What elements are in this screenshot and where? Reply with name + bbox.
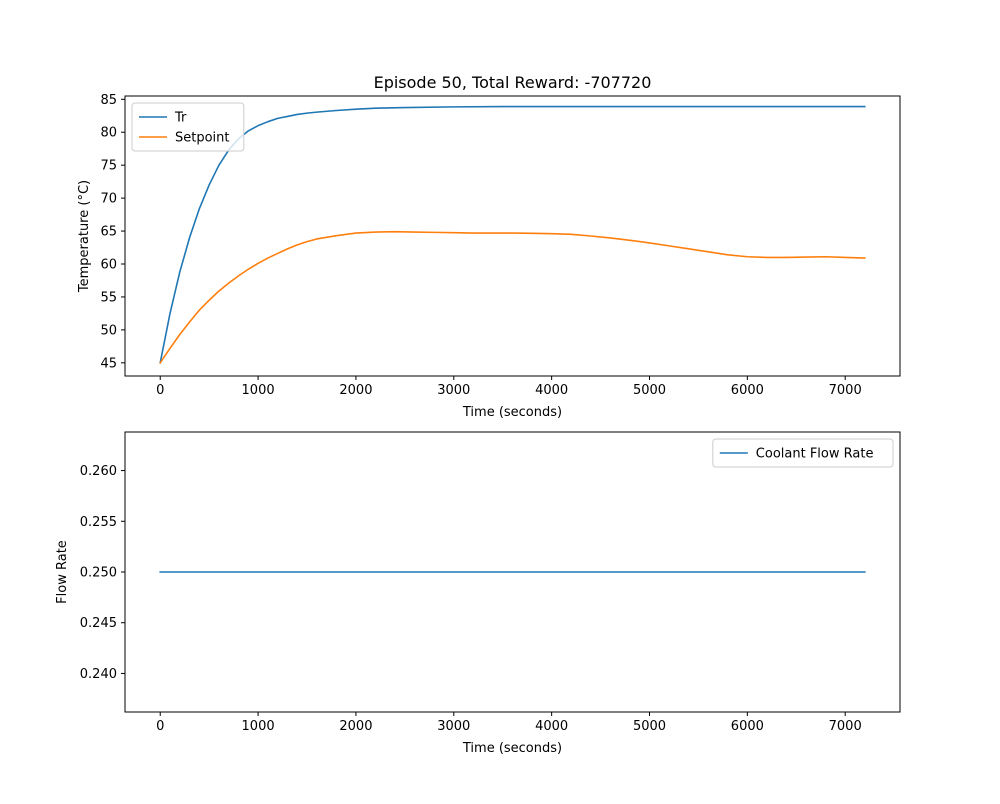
- series-line-setpoint: [159, 230, 866, 364]
- x-tick-label: 7000: [829, 719, 862, 734]
- y-tick-label: 45: [100, 356, 117, 371]
- y-tick-label: 60: [100, 258, 117, 273]
- y-tick-label: 85: [100, 93, 117, 108]
- x-tick-label: 4000: [535, 383, 568, 398]
- x-tick-label: 5000: [633, 719, 666, 734]
- x-tick-label: 3000: [437, 719, 470, 734]
- legend-box: [131, 102, 245, 152]
- x-tick-label: 2000: [339, 383, 372, 398]
- y-tick-label: 0.245: [80, 616, 117, 631]
- x-tick-label: 2000: [339, 719, 372, 734]
- x-tick-label: 6000: [731, 383, 764, 398]
- y-tick-label: 55: [100, 290, 117, 305]
- x-tick-label: 0: [156, 719, 164, 734]
- y-tick-label: 65: [100, 225, 117, 240]
- series-line-tr: [159, 105, 866, 364]
- y-tick-label: 0.255: [80, 515, 117, 530]
- x-tick-label: 5000: [633, 383, 666, 398]
- y-tick-label: 80: [100, 126, 117, 141]
- y-tick-label: 50: [100, 323, 117, 338]
- legend-label-coolant-flow-rate: Coolant Flow Rate: [756, 447, 874, 462]
- legend-box: [712, 438, 894, 468]
- x-tick-label: 4000: [535, 719, 568, 734]
- chart-panel-2: 0 1000 2000 3000 4000 5000 6000 7000 0.240 0.245 0…: [55, 431, 901, 756]
- x-axis-label: Time (seconds): [462, 741, 562, 756]
- legend: Coolant Flow Rate: [712, 438, 894, 468]
- y-tick-label: 0.250: [80, 566, 117, 581]
- legend-label-setpoint: Setpoint: [175, 131, 230, 146]
- y-tick-label: 0.260: [80, 464, 117, 479]
- x-axis-label: Time (seconds): [462, 405, 562, 420]
- x-tick-label: 3000: [437, 383, 470, 398]
- legend-label-tr: Tr: [174, 111, 187, 126]
- legend: Tr Setpoint: [131, 102, 245, 152]
- y-tick-label: 70: [100, 192, 117, 207]
- chart-title: Episode 50, Total Reward: -707720: [374, 73, 652, 92]
- axes-frame: [124, 95, 901, 377]
- x-tick-label: 0: [156, 383, 164, 398]
- x-tick-label: 7000: [829, 383, 862, 398]
- y-axis-label: Temperature (°C): [77, 180, 92, 293]
- x-tick-label: 1000: [242, 719, 275, 734]
- y-axis-label: Flow Rate: [55, 540, 70, 604]
- y-tick-label: 75: [100, 159, 117, 174]
- y-tick-label: 0.240: [80, 667, 117, 682]
- chart-panel-1: 0 1000 2000 3000 4000 5000 6000 7000 45 50 55 60 65 7…: [77, 73, 901, 420]
- x-tick-label: 1000: [242, 383, 275, 398]
- x-tick-label: 6000: [731, 719, 764, 734]
